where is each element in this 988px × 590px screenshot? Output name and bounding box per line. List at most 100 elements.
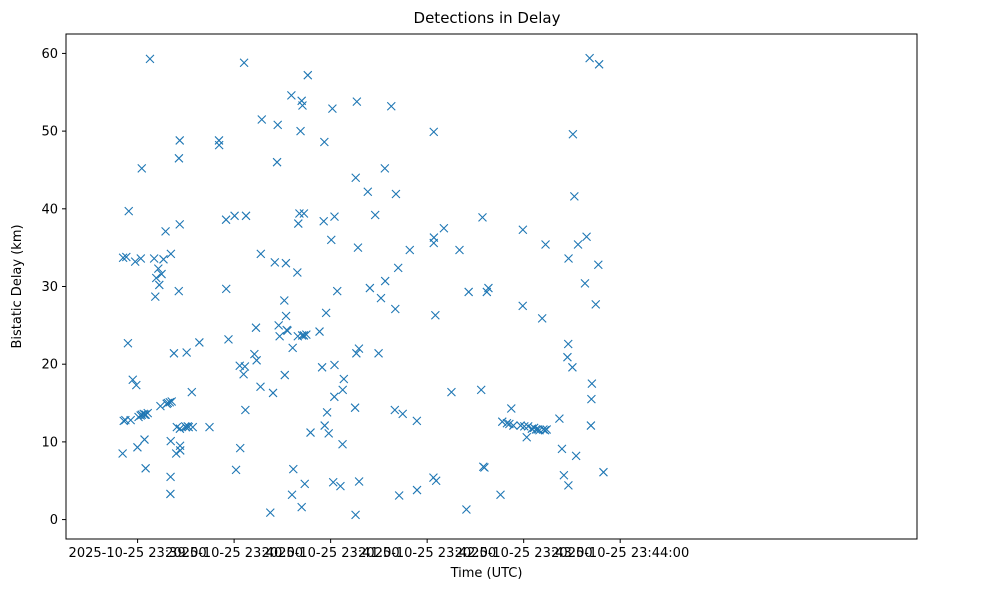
detection-point: [455, 245, 464, 255]
detection-point: [281, 311, 291, 321]
detection-point: [587, 394, 596, 404]
detection-point: [299, 209, 309, 218]
detection-point: [136, 254, 146, 263]
detection-point: [165, 397, 175, 407]
detection-point: [279, 296, 289, 305]
detection-point: [431, 476, 441, 486]
detection-point: [157, 269, 166, 279]
x-tick-label: 2025-10-25 23:44:00: [551, 546, 689, 561]
detection-point: [230, 211, 239, 221]
detection-point: [319, 137, 329, 147]
detection-point: [167, 397, 177, 406]
detection-point: [214, 140, 224, 150]
detection-point: [593, 260, 603, 270]
detection-point: [540, 425, 550, 435]
detection-point: [306, 428, 315, 437]
detection-point: [329, 392, 339, 402]
detection-point: [154, 280, 164, 290]
detection-point: [265, 508, 275, 517]
detection-point: [439, 223, 449, 233]
detection-point: [270, 258, 280, 267]
detection-point: [174, 153, 184, 163]
detection-point: [393, 263, 403, 273]
detection-point: [292, 268, 302, 277]
detection-point: [133, 442, 142, 452]
chart-title: Detections in Delay: [414, 9, 561, 27]
detection-point: [283, 326, 292, 336]
detection-point: [564, 254, 573, 263]
detection-point: [231, 465, 241, 475]
detection-point: [464, 287, 474, 297]
detection-point: [286, 90, 296, 100]
detection-point: [351, 173, 361, 183]
x-tick-label: 2025-10-25 23:43:00: [455, 546, 593, 561]
detection-point: [429, 233, 439, 242]
detection-point: [256, 382, 265, 392]
detection-point: [301, 330, 311, 340]
detection-point: [181, 422, 191, 432]
y-axis-ticks: 0 10 20 30 40 50 60: [41, 47, 66, 528]
detection-point: [151, 273, 161, 283]
detection-point: [150, 292, 160, 301]
y-tick-label: 10: [41, 435, 58, 450]
detection-point: [484, 283, 493, 293]
x-tick-label: 2025-10-25 23:40:00: [165, 546, 303, 561]
detection-point: [299, 331, 309, 340]
detection-point: [296, 126, 305, 136]
detection-point: [166, 436, 176, 446]
detection-point: [370, 210, 380, 220]
detection-point: [287, 490, 297, 500]
detection-point: [352, 97, 362, 106]
detection-point: [519, 421, 529, 431]
detection-point: [496, 490, 505, 500]
detection-point: [281, 258, 291, 268]
detection-point: [175, 446, 185, 455]
detection-point: [300, 479, 310, 489]
detection-point: [374, 348, 383, 358]
detection-point: [273, 120, 283, 130]
x-tick-label: 2025-10-25 23:39:00: [69, 546, 207, 561]
detection-point: [405, 245, 415, 255]
detection-point: [137, 410, 147, 420]
y-tick-label: 20: [41, 358, 58, 373]
detection-point: [137, 164, 147, 173]
detection-point: [332, 286, 342, 296]
detection-point: [319, 216, 329, 226]
detection-point: [391, 189, 401, 199]
detection-point: [537, 313, 547, 323]
detection-point: [126, 415, 136, 425]
detection-point: [298, 101, 307, 110]
detection-point: [315, 327, 324, 336]
detection-point: [118, 253, 128, 263]
detection-point: [326, 235, 336, 245]
detection-point: [351, 348, 361, 358]
detection-point: [205, 422, 214, 432]
detection-point: [224, 334, 233, 344]
detection-point: [130, 257, 140, 267]
detection-point: [569, 191, 579, 201]
detection-point: [256, 249, 266, 259]
detection-point: [390, 405, 400, 415]
detection-point: [123, 338, 133, 348]
detection-point: [275, 331, 285, 341]
detection-point: [506, 404, 516, 413]
detection-point: [591, 299, 601, 309]
detection-point: [599, 467, 608, 477]
detection-point: [516, 421, 526, 430]
y-tick-label: 30: [41, 280, 58, 295]
detection-point: [131, 380, 141, 390]
detection-point: [338, 439, 347, 449]
detection-point: [594, 59, 604, 69]
detection-point: [508, 421, 518, 430]
detection-point: [330, 360, 339, 370]
detection-point: [143, 408, 153, 418]
detection-point: [321, 308, 331, 318]
detection-point: [166, 472, 175, 482]
detection-point: [317, 362, 327, 372]
detection-point: [354, 477, 364, 486]
detection-point: [380, 276, 390, 286]
detection-point: [336, 481, 345, 491]
detection-point: [585, 53, 595, 63]
